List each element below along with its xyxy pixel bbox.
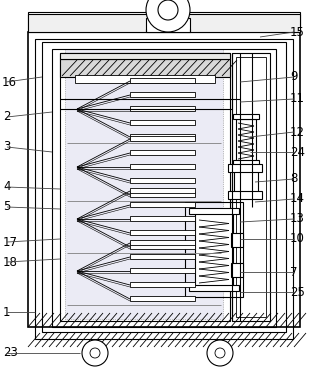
Text: 11: 11 bbox=[290, 92, 305, 105]
Bar bbox=[130, 282, 195, 287]
Text: 4: 4 bbox=[3, 181, 10, 193]
Text: 14: 14 bbox=[290, 193, 305, 206]
Bar bbox=[28, 12, 300, 32]
Bar bbox=[233, 114, 259, 119]
Bar bbox=[60, 53, 230, 321]
Bar bbox=[231, 263, 243, 277]
Bar bbox=[130, 78, 195, 83]
Bar bbox=[52, 49, 276, 327]
Bar bbox=[28, 32, 300, 327]
Bar bbox=[130, 164, 195, 169]
Bar bbox=[130, 268, 195, 273]
Circle shape bbox=[215, 348, 225, 358]
Bar bbox=[130, 188, 195, 193]
Text: 17: 17 bbox=[3, 236, 18, 248]
Bar bbox=[35, 39, 293, 339]
Bar bbox=[42, 42, 286, 332]
Circle shape bbox=[90, 348, 100, 358]
Bar bbox=[60, 53, 230, 59]
Bar bbox=[228, 191, 262, 199]
Text: 23: 23 bbox=[3, 346, 18, 360]
Bar bbox=[146, 18, 190, 32]
Bar bbox=[130, 230, 195, 235]
Text: 2: 2 bbox=[3, 110, 10, 124]
Text: 25: 25 bbox=[290, 286, 305, 298]
Bar bbox=[65, 49, 223, 319]
Bar bbox=[28, 14, 300, 32]
Bar bbox=[185, 202, 243, 297]
Circle shape bbox=[207, 340, 233, 366]
Text: 9: 9 bbox=[290, 70, 297, 84]
Bar bbox=[130, 106, 195, 111]
Text: 5: 5 bbox=[3, 200, 10, 214]
Circle shape bbox=[82, 340, 108, 366]
Bar bbox=[130, 150, 195, 155]
Bar bbox=[195, 212, 233, 287]
Bar bbox=[75, 75, 215, 83]
Bar bbox=[189, 208, 239, 214]
Bar bbox=[130, 240, 195, 245]
Text: 10: 10 bbox=[290, 233, 305, 246]
Circle shape bbox=[146, 0, 190, 32]
Bar bbox=[189, 285, 239, 291]
Bar bbox=[236, 119, 256, 161]
Bar bbox=[130, 192, 195, 197]
Bar bbox=[60, 59, 230, 77]
Text: 24: 24 bbox=[290, 145, 305, 159]
Bar bbox=[130, 120, 195, 125]
Text: 8: 8 bbox=[290, 172, 297, 185]
Bar bbox=[130, 254, 195, 259]
Bar bbox=[228, 164, 262, 172]
Bar bbox=[232, 53, 270, 321]
Text: 7: 7 bbox=[290, 265, 297, 279]
Bar bbox=[233, 160, 259, 165]
Bar bbox=[130, 136, 195, 141]
Text: 1: 1 bbox=[3, 305, 10, 319]
Bar bbox=[130, 92, 195, 97]
Bar bbox=[130, 134, 195, 139]
Text: 18: 18 bbox=[3, 255, 18, 269]
Bar bbox=[231, 233, 243, 247]
Text: 12: 12 bbox=[290, 126, 305, 138]
Text: 13: 13 bbox=[290, 212, 305, 225]
Bar bbox=[130, 296, 195, 301]
Text: 3: 3 bbox=[3, 141, 10, 153]
Bar bbox=[130, 178, 195, 183]
Text: 16: 16 bbox=[2, 76, 17, 88]
Bar bbox=[130, 216, 195, 221]
Bar bbox=[130, 202, 195, 207]
Text: 15: 15 bbox=[290, 25, 305, 39]
Circle shape bbox=[158, 0, 178, 20]
Bar bbox=[236, 57, 266, 317]
Bar bbox=[234, 170, 258, 192]
Bar bbox=[130, 244, 195, 249]
